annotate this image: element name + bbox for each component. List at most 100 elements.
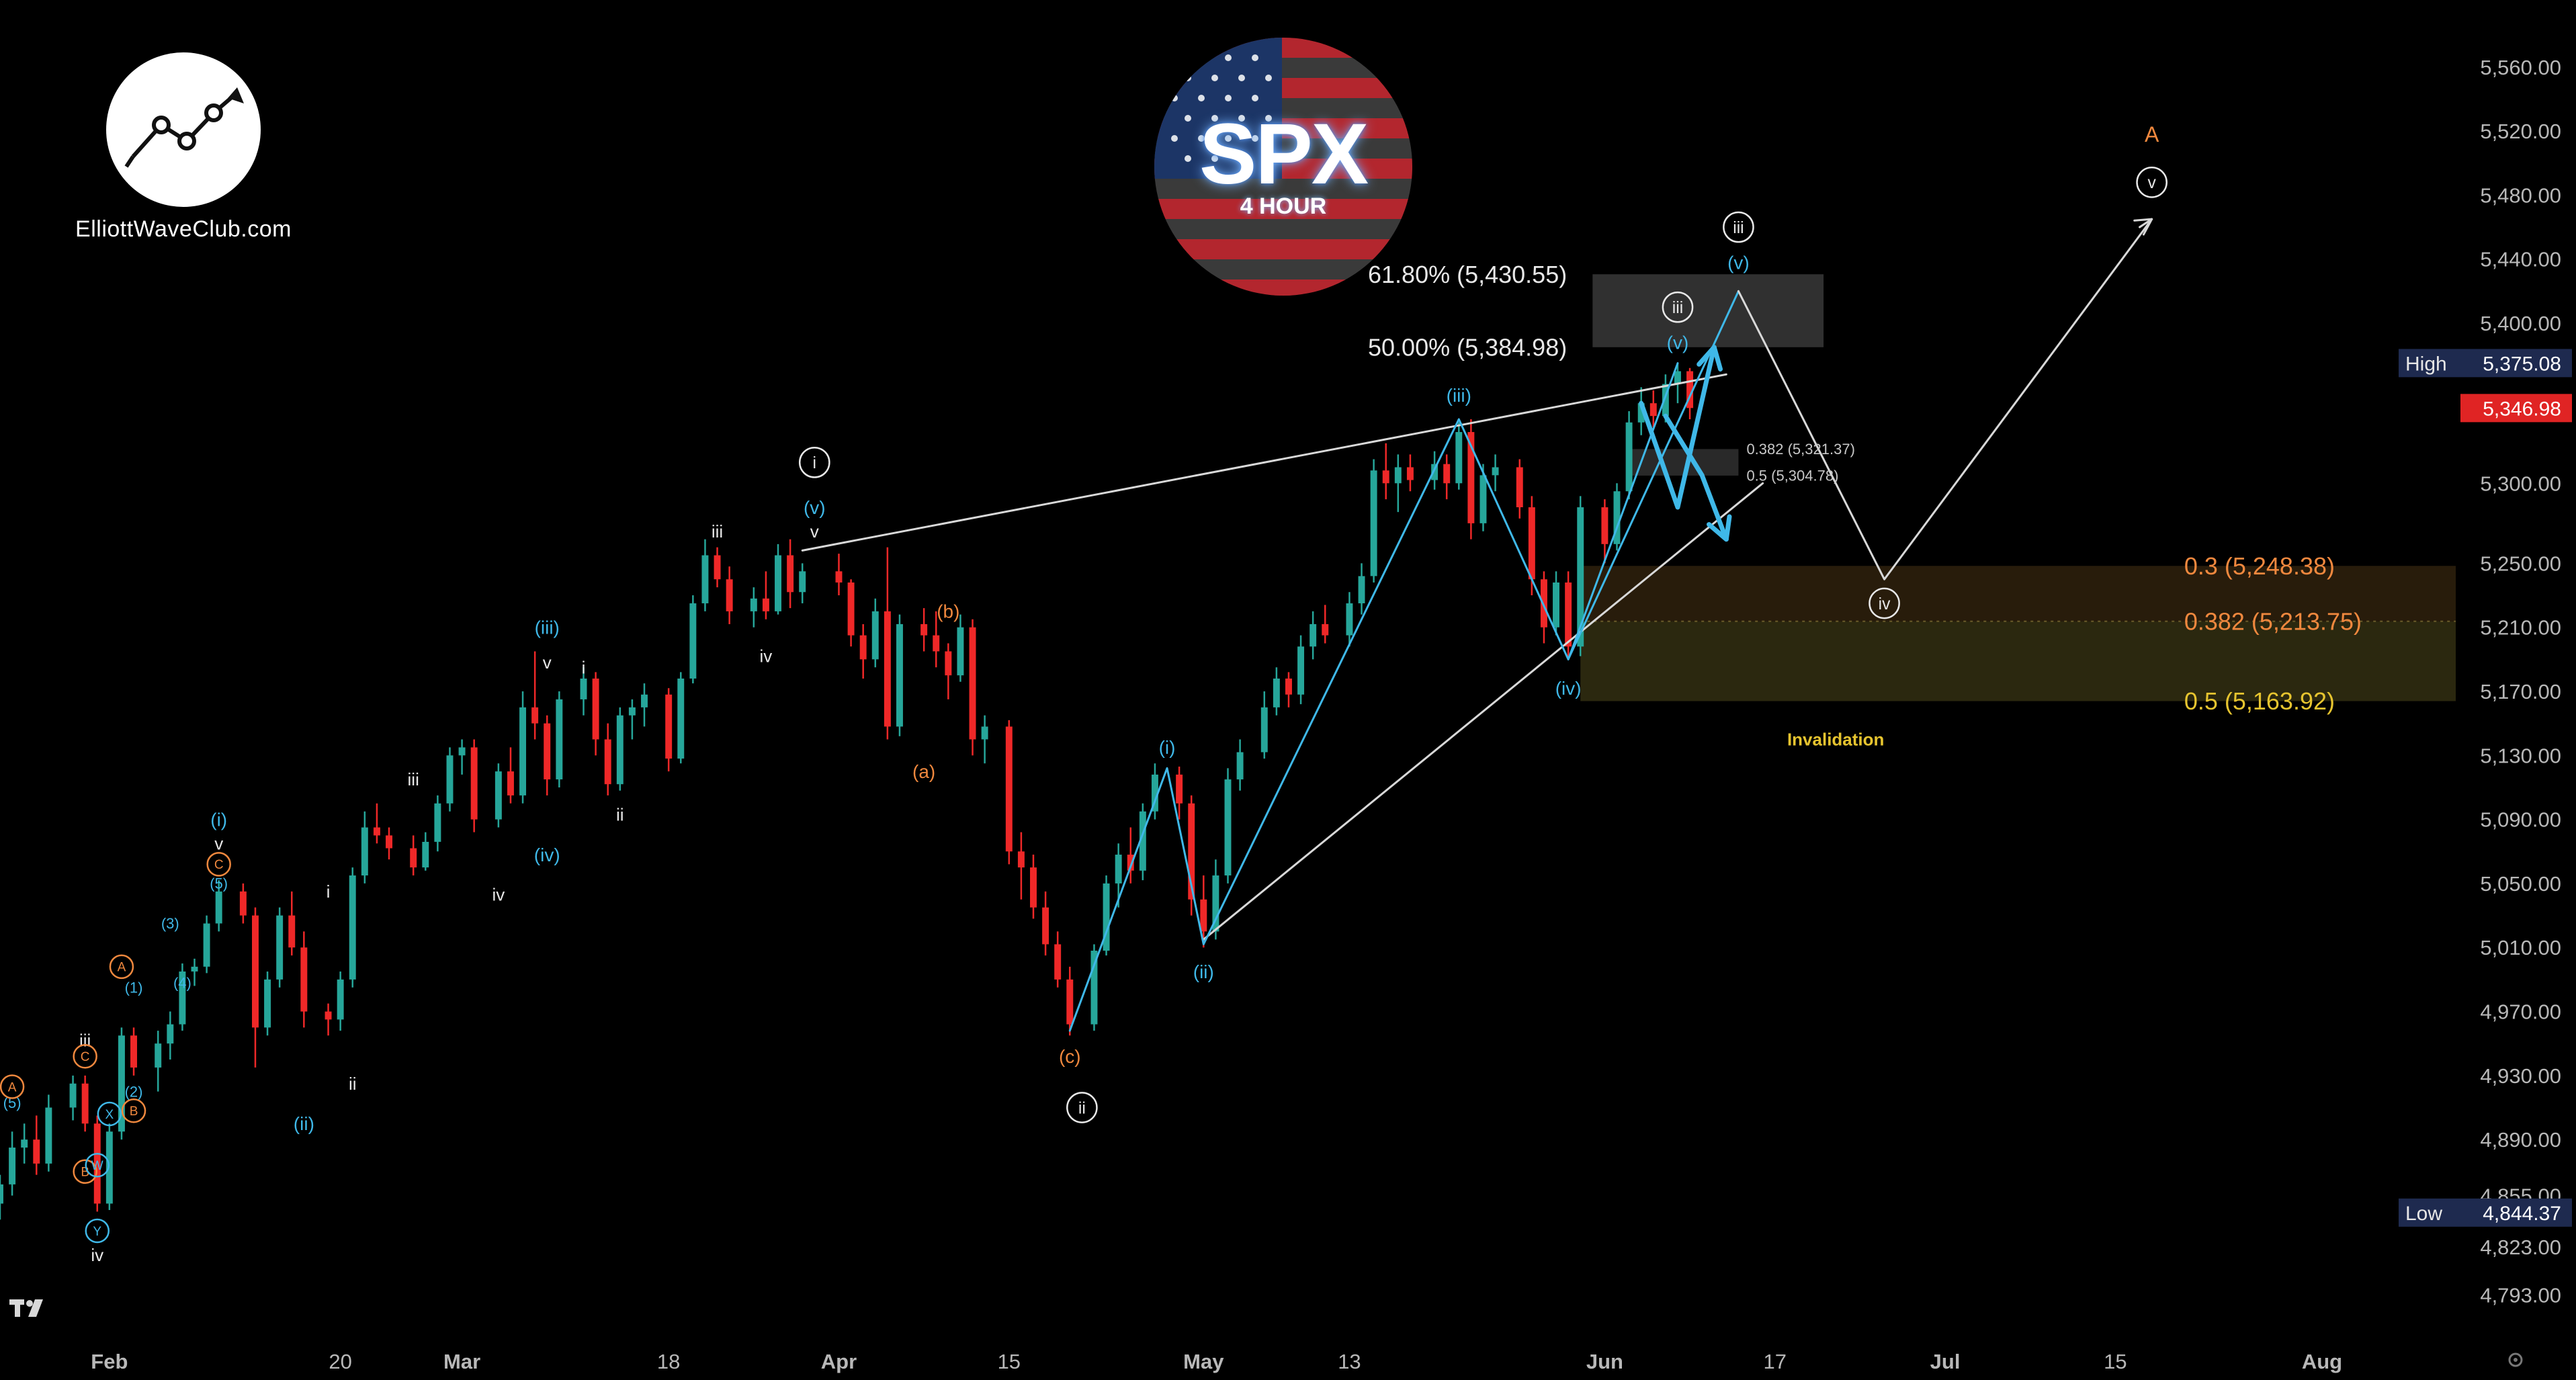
x-tick-label: 17 [1763, 1350, 1786, 1373]
y-tick-label: 5,170.00 [2480, 680, 2561, 703]
wave-labels-layer: (5)AB WYivXiiiCB(2)(1)A(3)(4)(5)Cv(i)(ii)… [0, 122, 2167, 1265]
candle-body [1370, 470, 1377, 576]
fib-label: 0.5 (5,163.92) [2184, 687, 2335, 715]
ticker-title: SPX [1199, 106, 1369, 202]
candle-body [1625, 422, 1633, 492]
candle-body [580, 678, 587, 699]
wave-label: (5) [210, 875, 228, 892]
y-tick-label: 4,823.00 [2480, 1236, 2561, 1259]
candle-body [592, 678, 599, 740]
gear-icon[interactable] [2506, 1350, 2525, 1369]
candle-body [616, 715, 624, 785]
candle-body [458, 747, 466, 756]
candle-body [1103, 883, 1110, 951]
candle-body [251, 915, 259, 1028]
x-tick-label: Aug [2302, 1350, 2342, 1373]
wave-label: ii [1078, 1099, 1086, 1117]
candle-body [544, 723, 551, 780]
wave-label-ring [73, 1159, 97, 1184]
y-tick-label: 5,560.00 [2480, 56, 2561, 79]
candle-body [665, 694, 673, 759]
projection-arrow [2139, 218, 2153, 228]
candle-body [300, 947, 308, 1012]
wave-label: (ii) [1193, 961, 1214, 982]
candle-body [750, 598, 757, 611]
wave-label: i [813, 454, 817, 472]
candle-body [1285, 678, 1292, 695]
wave-label-ring [85, 1153, 110, 1178]
y-tick-label: 5,250.00 [2480, 552, 2561, 575]
wave-label: iv [91, 1245, 103, 1265]
x-tick-label: Mar [443, 1350, 480, 1373]
wave-label-ring [109, 954, 134, 980]
candle-body [422, 841, 429, 868]
fib-label: 0.5 (5,304.78) [1746, 468, 1838, 484]
candle-body [349, 875, 356, 980]
candle-body [835, 571, 843, 583]
candle-body [118, 1035, 125, 1132]
candle-body [701, 555, 709, 603]
candle-body [871, 611, 879, 660]
candle-body [1260, 707, 1268, 752]
time-axis[interactable]: Feb 20 Mar 18 Apr 15 May 13 Jun 17 Jul 15 Aug [91, 1350, 2342, 1373]
candle-body [93, 1123, 101, 1204]
candle-body [1005, 726, 1013, 852]
x-tick-label: 13 [1338, 1350, 1361, 1373]
y-tick-label: 4,793.00 [2480, 1283, 2561, 1307]
candle-body [1054, 944, 1062, 980]
wave-label: iii [1672, 299, 1683, 317]
fib-label: 0.382 (5,321.37) [1746, 441, 1854, 458]
candle-body [1394, 467, 1402, 484]
projection-path [1737, 218, 2153, 580]
candle-body [1017, 851, 1025, 868]
candle-body [1188, 803, 1195, 900]
candles-layer [0, 363, 1694, 1220]
wave-label: iii [1733, 219, 1744, 237]
wave-label: (4) [173, 974, 191, 991]
lower-channel-line [1202, 482, 1764, 941]
wave-label: i [327, 881, 331, 902]
candle-body [531, 707, 539, 724]
site-logo: ElliottWaveClub.com [73, 52, 294, 242]
candle-body [0, 1184, 3, 1204]
wave-label: B [130, 1105, 138, 1119]
candle-body [1042, 907, 1049, 945]
upper-channel-line [801, 373, 1727, 552]
candle-body [859, 635, 867, 660]
wave-label: A [118, 961, 126, 975]
wave-label: (a) [912, 761, 935, 782]
candle-body [1431, 464, 1439, 480]
x-tick-label: Jun [1586, 1350, 1623, 1373]
candle-body [1115, 855, 1122, 883]
candle-body [191, 966, 198, 972]
price-axis[interactable]: 5,560.00 5,520.00 5,480.00 5,440.00 5,400.00… [2480, 56, 2561, 1307]
wave-label: (3) [161, 915, 179, 932]
y-tick-label: 4,930.00 [2480, 1064, 2561, 1088]
fib-label: 50.00% (5,384.98) [1368, 333, 1567, 361]
wave-label-ring [121, 1098, 146, 1123]
price-marker-value: 4,844.37 [2483, 1203, 2561, 1225]
wave-label: iv [760, 646, 773, 666]
up-arrow-cyan [1639, 345, 1717, 510]
y-tick-label: 5,480.00 [2480, 183, 2561, 207]
wave-label-ring [1723, 211, 1754, 243]
wave-label: (v) [1667, 332, 1689, 353]
candle-body [167, 1024, 174, 1044]
candle-body [1358, 576, 1365, 603]
y-tick-label: 5,010.00 [2480, 936, 2561, 959]
tradingview-logo-icon[interactable] [8, 1297, 51, 1321]
candle-body [604, 739, 611, 785]
candle-body [373, 827, 380, 836]
candle-body [495, 771, 502, 820]
price-marker-box [2399, 349, 2572, 378]
candle-body [945, 651, 952, 676]
wave-label: ii [616, 805, 624, 825]
wave-label: i [582, 657, 586, 677]
y-tick-label: 5,300.00 [2480, 472, 2561, 495]
candle-body [1540, 579, 1547, 628]
x-tick-label: Feb [91, 1350, 128, 1373]
wave-label: X [105, 1108, 114, 1122]
candle-body [933, 635, 940, 652]
fib-label: 0.3 (5,248.38) [2184, 552, 2335, 580]
